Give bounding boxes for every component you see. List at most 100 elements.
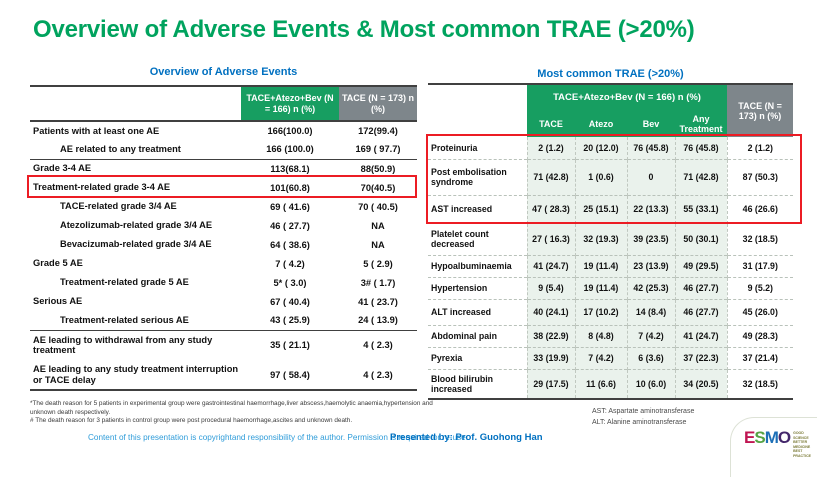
trae-subheader-empty bbox=[428, 111, 527, 137]
footnote-alt: ALT: Alanine aminotransferase bbox=[592, 418, 687, 426]
trae-value-experimental: 8 (4.8) bbox=[574, 324, 627, 347]
trae-value-control: 32 (18.5) bbox=[726, 222, 794, 255]
ae-row-label: Serious AE bbox=[33, 296, 83, 307]
trae-header-empty bbox=[428, 84, 527, 111]
ae-row-label: AE related to any treatment bbox=[60, 143, 181, 154]
ae-row: Bevacizumab-related grade 3/4 AE 64 ( 38.… bbox=[30, 235, 417, 254]
ae-value-control: 88(50.9) bbox=[339, 158, 417, 178]
trae-value-experimental: 40 (24.1) bbox=[526, 298, 575, 325]
trae-row: Blood bilirubin increased 29 (17.5) 11 (6.… bbox=[428, 368, 794, 399]
ae-value-control: 70 ( 40.5) bbox=[358, 201, 398, 212]
trae-header-experimental-group: TACE+Atezo+Bev (N = 166) n (%) bbox=[527, 84, 728, 111]
trae-value-experimental: 41 (24.7) bbox=[526, 254, 575, 277]
trae-value-experimental: 0 bbox=[626, 158, 675, 195]
trae-row-label: Blood bilirubin increased bbox=[428, 368, 527, 399]
trae-row: Hypertension 9 (5.4) 19 (11.4) 42 (25.3) 46 … bbox=[428, 276, 794, 299]
trae-value-experimental: 47 ( 28.3) bbox=[526, 194, 575, 223]
trae-value-experimental: 23 (13.9) bbox=[626, 254, 675, 277]
trae-value-experimental: 22 (13.3) bbox=[626, 194, 675, 223]
trae-row-label: Hypoalbuminaemia bbox=[428, 254, 527, 277]
ae-row: TACE-related grade 3/4 AE 69 ( 41.6) 70 ( … bbox=[30, 197, 417, 216]
esmo-letter-e: E bbox=[744, 428, 755, 447]
ae-value-experimental: 64 ( 38.6) bbox=[270, 239, 310, 250]
trae-value-experimental: 38 (22.9) bbox=[526, 324, 575, 347]
ae-row: AE leading to any study treatment interr… bbox=[30, 360, 417, 390]
trae-footnotes: AST: Aspartate aminotransferase ALT: Ala… bbox=[592, 407, 772, 429]
ae-row: AE leading to withdrawal from any study … bbox=[30, 329, 417, 360]
trae-row-label: Pyrexia bbox=[428, 346, 527, 369]
esmo-tagline: GOOD SCIENCE BETTER MEDICINE BEST PRACTI… bbox=[793, 431, 817, 458]
ae-row-label: Bevacizumab-related grade 3/4 AE bbox=[60, 239, 212, 250]
esmo-letter-s: S bbox=[754, 428, 765, 447]
ae-value-experimental: 166 (100.0) bbox=[266, 144, 314, 155]
ae-row: Treatment-related grade 5 AE 5* ( 3.0) 3# … bbox=[30, 273, 417, 292]
overview-header-empty bbox=[30, 86, 241, 122]
trae-value-experimental: 29 (17.5) bbox=[526, 368, 575, 399]
slide: { "title": "Overview of Adverse Events &… bbox=[27, 16, 817, 477]
trae-value-experimental: 76 (45.8) bbox=[626, 137, 675, 159]
trae-value-experimental: 2 (1.2) bbox=[526, 137, 575, 159]
ae-row-label: Treatment-related grade 5 AE bbox=[60, 277, 189, 288]
trae-value-experimental: 41 (24.7) bbox=[674, 324, 728, 347]
ae-value-experimental: 69 ( 41.6) bbox=[270, 201, 310, 212]
ae-row: Grade 5 AE 7 ( 4.2) 5 ( 2.9) bbox=[30, 254, 417, 273]
ae-value-control: NA bbox=[371, 220, 385, 231]
trae-value-experimental: 76 (45.8) bbox=[674, 137, 728, 159]
trae-value-experimental: 7 (4.2) bbox=[574, 346, 627, 369]
trae-value-control: 46 (26.6) bbox=[726, 194, 794, 223]
trae-row: Post embolisation syndrome 71 (42.8) 1 (0.… bbox=[428, 158, 794, 195]
overview-of-adverse-events-table: TACE+Atezo+Bev (N = 166) n (%) TACE (N =… bbox=[30, 85, 417, 391]
trae-row: AST increased 47 ( 28.3) 25 (15.1) 22 (13.3… bbox=[428, 194, 794, 223]
ae-value-control: 24 ( 13.9) bbox=[358, 315, 398, 326]
ae-row-label: AE leading to any study treatment interr… bbox=[33, 363, 239, 385]
trae-header-sub-row: TACE Atezo Bev Any Treatment bbox=[428, 111, 793, 137]
esmo-logo: ESMO GOOD SCIENCE BETTER MEDICINE BEST P… bbox=[744, 429, 817, 458]
trae-row-label: ALT increased bbox=[428, 298, 527, 325]
trae-header-group-row: TACE+Atezo+Bev (N = 166) n (%) TACE (N =… bbox=[428, 84, 794, 137]
trae-subheader-any-treatment: Any Treatment bbox=[675, 111, 728, 137]
esmo-logo-letters: ESMO bbox=[744, 428, 791, 447]
trae-value-experimental: 46 (27.7) bbox=[674, 298, 728, 325]
trae-row-label: Abdominal pain bbox=[428, 324, 527, 347]
trae-value-control: 45 (26.0) bbox=[726, 298, 794, 325]
trae-value-experimental: 9 (5.4) bbox=[526, 276, 575, 299]
trae-value-experimental: 39 (23.5) bbox=[626, 222, 675, 255]
ae-value-control: 70(40.5) bbox=[360, 182, 396, 193]
trae-value-control: 9 (5.2) bbox=[726, 276, 794, 299]
ae-row-label: Patients with at least one AE bbox=[33, 125, 160, 136]
trae-row: Hypoalbuminaemia 41 (24.7) 19 (11.4) 23 (13… bbox=[428, 254, 794, 277]
trae-value-experimental: 33 (19.9) bbox=[526, 346, 575, 369]
trae-value-control: 32 (18.5) bbox=[726, 368, 794, 399]
ae-value-experimental: 101(60.8) bbox=[270, 182, 310, 193]
ae-value-experimental: 7 ( 4.2) bbox=[275, 258, 305, 269]
ae-value-experimental: 46 ( 27.7) bbox=[270, 220, 310, 231]
trae-row-label: Hypertension bbox=[428, 276, 527, 299]
esmo-tagline-line: BETTER MEDICINE bbox=[793, 440, 811, 449]
trae-value-experimental: 32 (19.3) bbox=[574, 222, 627, 255]
ae-row: Atezolizumab-related grade 3/4 AE 46 ( 27… bbox=[30, 216, 417, 235]
overview-header-experimental-arm: TACE+Atezo+Bev (N = 166) n (%) bbox=[241, 86, 339, 122]
trae-table-title: Most common TRAE (>20%) bbox=[537, 68, 684, 80]
overview-header-control-arm: TACE (N = 173) n (%) bbox=[339, 86, 417, 122]
presented-by-text: Presented by: Prof. Guohong Han bbox=[390, 432, 543, 443]
ae-value-control: 172(99.4) bbox=[358, 126, 398, 136]
ae-row: Treatment-related grade 3-4 AE 101(60.8) 7… bbox=[30, 178, 417, 197]
ae-value-experimental: 35 ( 21.1) bbox=[241, 329, 339, 360]
ae-value-control: 41 ( 23.7) bbox=[358, 296, 398, 307]
ae-value-experimental: 43 ( 25.9) bbox=[270, 315, 310, 326]
ae-value-control: NA bbox=[371, 239, 385, 250]
esmo-tagline-line: BEST PRACTICE bbox=[793, 449, 811, 458]
ae-value-experimental: 113(68.1) bbox=[241, 158, 339, 178]
ae-value-experimental: 5* ( 3.0) bbox=[273, 277, 307, 288]
trae-row-label: Post embolisation syndrome bbox=[428, 158, 527, 195]
trae-row-label: Proteinuria bbox=[428, 137, 527, 159]
trae-value-experimental: 50 (30.1) bbox=[674, 222, 728, 255]
trae-value-experimental: 7 (4.2) bbox=[626, 324, 675, 347]
trae-value-experimental: 42 (25.3) bbox=[626, 276, 675, 299]
ae-value-control: 5 ( 2.9) bbox=[363, 258, 393, 269]
trae-subheader-atezo: Atezo bbox=[575, 111, 627, 137]
trae-value-experimental: 1 (0.6) bbox=[574, 158, 627, 195]
trae-row-label: Platelet count decreased bbox=[428, 222, 527, 255]
ae-value-control: 3# ( 1.7) bbox=[360, 277, 396, 288]
trae-value-control: 49 (28.3) bbox=[726, 324, 794, 347]
